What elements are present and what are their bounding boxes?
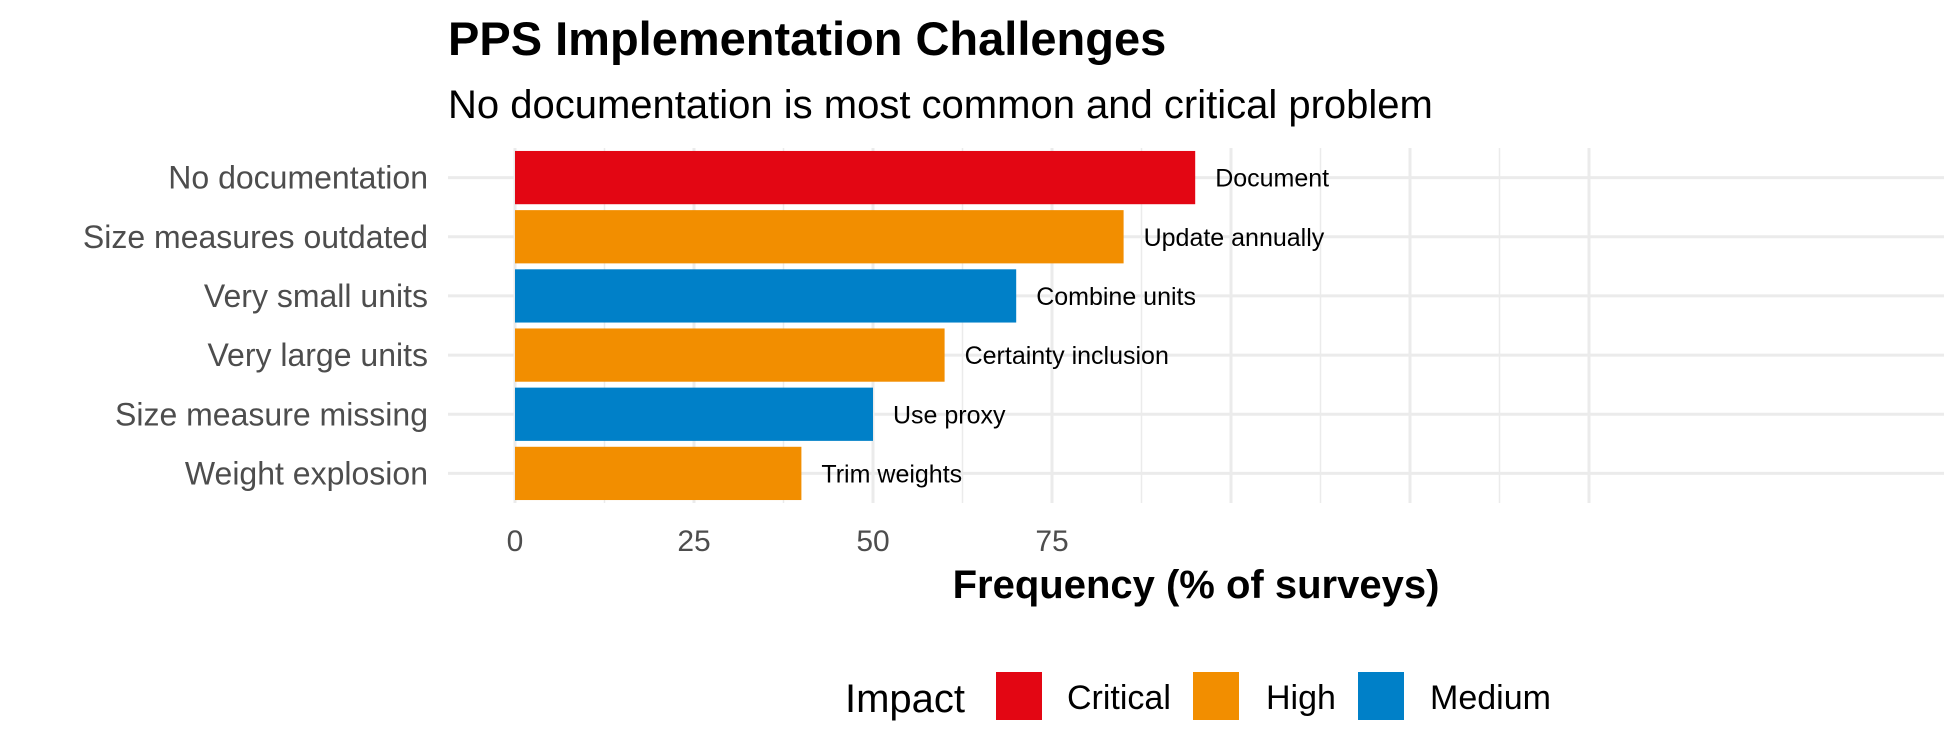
bar-label-size-measures-outdated: Update annually — [1144, 224, 1325, 252]
bar-very-large-units — [515, 328, 945, 382]
bar-label-very-small-units: Combine units — [1036, 283, 1196, 311]
legend-swatch-critical — [996, 672, 1042, 720]
legend-label-high: High — [1266, 679, 1336, 717]
chart-subtitle: No documentation is most common and crit… — [448, 83, 1433, 127]
bar-labels: Document Update annually Combine units Cert… — [821, 165, 1329, 489]
bar-very-small-units — [515, 269, 1017, 323]
legend-label-medium: Medium — [1430, 679, 1551, 717]
bar-size-measure-missing — [515, 387, 873, 441]
legend-title: Impact — [845, 677, 965, 721]
category-label-weight-explosion: Weight explosion — [185, 455, 428, 491]
x-tick-label: 75 — [1035, 525, 1068, 558]
chart-title: PPS Implementation Challenges — [448, 12, 1166, 65]
x-tick-label: 25 — [677, 525, 710, 558]
category-label-size-measures-outdated: Size measures outdated — [83, 219, 428, 255]
bar-label-size-measure-missing: Use proxy — [893, 401, 1006, 429]
x-tick-label: 50 — [856, 525, 889, 558]
category-label-very-large-units: Very large units — [207, 337, 428, 373]
legend-swatch-high — [1193, 672, 1239, 720]
bar-label-no-documentation: Document — [1215, 165, 1329, 193]
category-label-very-small-units: Very small units — [204, 278, 428, 314]
legend: Impact Critical High Medium — [845, 672, 1551, 721]
legend-swatch-medium — [1358, 672, 1404, 720]
bar-weight-explosion — [515, 446, 802, 501]
bar-no-documentation — [515, 150, 1196, 205]
x-axis-label: Frequency (% of surveys) — [953, 563, 1440, 607]
legend-label-critical: Critical — [1067, 679, 1171, 717]
x-tick-label: 0 — [507, 525, 524, 558]
category-label-size-measure-missing: Size measure missing — [115, 396, 428, 432]
x-tick-labels: 0 25 50 75 — [507, 525, 1069, 558]
bars — [515, 150, 1196, 501]
category-labels: No documentation Size measures outdated Ve… — [83, 160, 428, 492]
bar-label-very-large-units: Certainty inclusion — [965, 342, 1169, 370]
category-label-no-documentation: No documentation — [168, 160, 428, 196]
bar-label-weight-explosion: Trim weights — [821, 460, 962, 488]
bar-size-measures-outdated — [515, 210, 1124, 264]
